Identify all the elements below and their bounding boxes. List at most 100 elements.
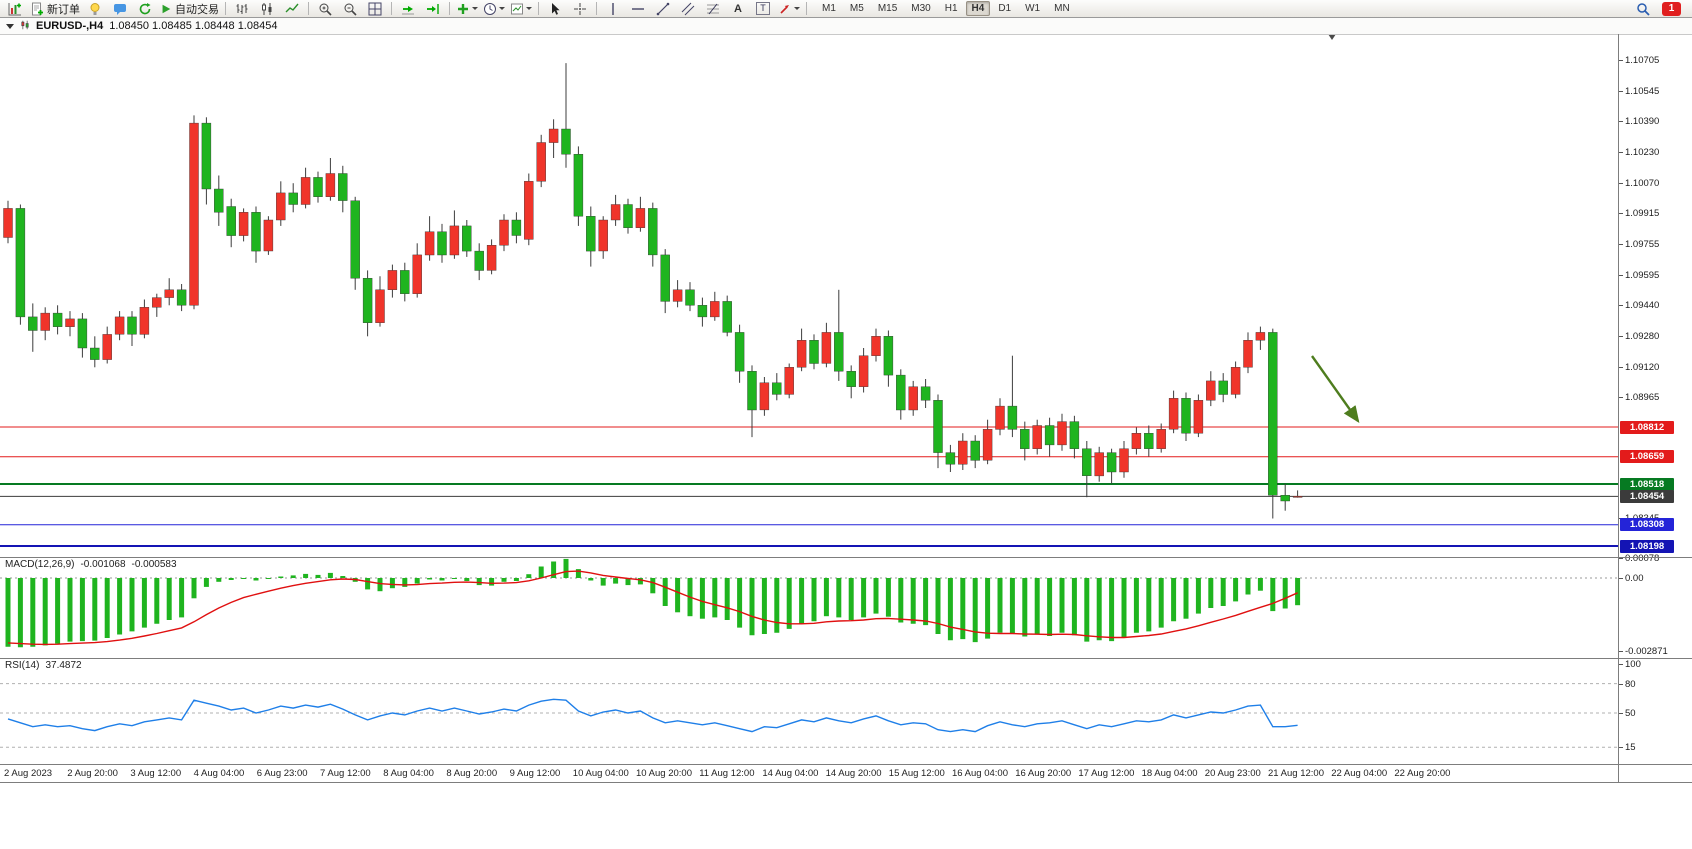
candle-bearish (846, 371, 856, 387)
price-axis-label: 1.10545 (1618, 86, 1660, 98)
date-label: 8 Aug 20:00 (446, 768, 498, 779)
bar-chart-icon (235, 2, 249, 16)
timeframe-m5-button[interactable]: M5 (849, 3, 864, 14)
autotrade-button[interactable]: 自动交易 (158, 1, 221, 17)
fibonacci-button[interactable] (701, 1, 725, 17)
rsi-line (7, 698, 1298, 733)
candle-bearish (52, 312, 63, 327)
price-axis-label: 1.09915 (1618, 208, 1660, 220)
rsi-value: 37.4872 (45, 660, 82, 671)
crosshair-button[interactable] (568, 1, 592, 17)
rsi-pane[interactable] (0, 658, 1618, 764)
trendline-button[interactable] (651, 1, 675, 17)
candle-bearish (251, 212, 261, 252)
rsi-chart-canvas[interactable] (0, 658, 1618, 764)
rsi-axis-label: 100 (1619, 658, 1641, 670)
timeframe-w1-button[interactable]: W1 (1025, 3, 1041, 14)
auto-scroll-button[interactable] (396, 1, 420, 17)
text-button[interactable]: A (726, 1, 750, 17)
chart-shift-button[interactable] (421, 1, 445, 17)
date-label: 21 Aug 12:00 (1268, 768, 1324, 779)
candle-bullish (958, 440, 968, 465)
date-label: 17 Aug 12:00 (1078, 768, 1135, 779)
timeframe-m15-button[interactable]: M15 (877, 3, 898, 14)
macd-signal-line (7, 570, 1298, 646)
rsi-indicator-label: RSI(14) 37.4872 (5, 660, 82, 671)
annotation-arrow[interactable] (1311, 355, 1360, 423)
candle-bullish (412, 254, 422, 294)
macd-name: MACD(12,26,9) (5, 559, 75, 570)
main-chart-pane[interactable] (0, 34, 1618, 557)
zoom-in-button[interactable] (313, 1, 337, 17)
price-axis-label: 1.10230 (1618, 147, 1660, 159)
date-axis[interactable]: 2 Aug 2023 2 Aug 20:00 3 Aug 12:00 4 Aug 04… (0, 764, 1618, 782)
candle-bullish (1230, 367, 1241, 395)
candlestick-chart-canvas[interactable] (0, 34, 1618, 557)
new-order-label: 新订单 (47, 3, 80, 16)
candle-bullish (908, 386, 918, 411)
timeframe-m30-button[interactable]: M30 (911, 3, 931, 14)
collapse-chart-icon[interactable] (6, 23, 14, 29)
candle-bearish (834, 332, 844, 372)
timeframe-h1-button[interactable]: H1 (944, 3, 958, 14)
date-label: 7 Aug 12:00 (320, 768, 371, 779)
candle-bearish (697, 305, 708, 318)
template-icon (510, 2, 524, 16)
line-chart-button[interactable] (280, 1, 304, 17)
candlestick-icon (260, 2, 274, 16)
timeframe-h4-button[interactable]: H4 (965, 1, 991, 16)
timeframe-m1-button[interactable]: M1 (822, 3, 836, 14)
date-label: 8 Aug 04:00 (383, 768, 434, 779)
candle-bearish (362, 277, 373, 323)
refresh-button[interactable] (133, 1, 157, 17)
tile-windows-icon (368, 2, 382, 16)
price-tag-1.08308: 1.08308 (1620, 518, 1674, 532)
new-chart-icon (8, 2, 22, 16)
price-axis-label: 1.10390 (1618, 116, 1660, 128)
candlestick-chart-button[interactable] (255, 1, 279, 17)
channel-button[interactable] (676, 1, 700, 17)
candle-bullish (1119, 448, 1129, 473)
timeframe-d1-button[interactable]: D1 (998, 3, 1012, 14)
cursor-button[interactable] (543, 1, 567, 17)
notification-badge[interactable]: 1 (1662, 1, 1681, 16)
periods-button[interactable] (481, 1, 507, 17)
pane-separator[interactable] (0, 557, 1692, 558)
price-axis[interactable]: 1.10705 1.10545 1.10390 1.10230 1.10070 1.099… (1618, 34, 1692, 782)
candle-bullish (1292, 496, 1303, 498)
pane-separator[interactable] (0, 658, 1692, 659)
arrows-button[interactable] (776, 1, 802, 17)
new-order-button[interactable]: 新订单 (28, 1, 82, 17)
price-tag-1.08659: 1.08659 (1620, 450, 1674, 464)
text-label-button[interactable]: T (751, 1, 775, 17)
search-button[interactable] (1631, 1, 1655, 17)
vertical-line-icon (606, 2, 620, 16)
chart-title-bar: EURUSD-,H4 1.08450 1.08485 1.08448 1.084… (0, 18, 1692, 34)
candle-bearish (1069, 421, 1080, 449)
alerts-button[interactable] (83, 1, 107, 17)
macd-chart-canvas[interactable] (0, 557, 1618, 658)
price-axis-label: 1.08345 (1618, 513, 1659, 524)
search-icon (1636, 2, 1650, 16)
horizontal-line-button[interactable] (626, 1, 650, 17)
axis-separator (0, 764, 1692, 765)
chart-symbol-period: EURUSD-,H4 (36, 20, 104, 32)
toolbar-separator (391, 2, 392, 15)
candle-bearish (573, 153, 584, 217)
sync-icon (138, 2, 152, 16)
templates-button[interactable] (508, 1, 534, 17)
candle-bullish (102, 334, 112, 360)
tile-windows-button[interactable] (363, 1, 387, 17)
vertical-line-button[interactable] (601, 1, 625, 17)
community-chat-button[interactable] (108, 1, 132, 17)
new-chart-button[interactable] (3, 1, 27, 17)
timeframe-mn-button[interactable]: MN (1054, 3, 1070, 14)
indicators-button[interactable] (454, 1, 480, 17)
candle-bearish (933, 400, 943, 453)
macd-pane[interactable] (0, 557, 1618, 658)
candle-bearish (127, 316, 137, 335)
candle-bearish (1181, 398, 1191, 434)
horizontal-line-icon (631, 2, 645, 16)
zoom-out-button[interactable] (338, 1, 362, 17)
bar-chart-button[interactable] (230, 1, 254, 17)
